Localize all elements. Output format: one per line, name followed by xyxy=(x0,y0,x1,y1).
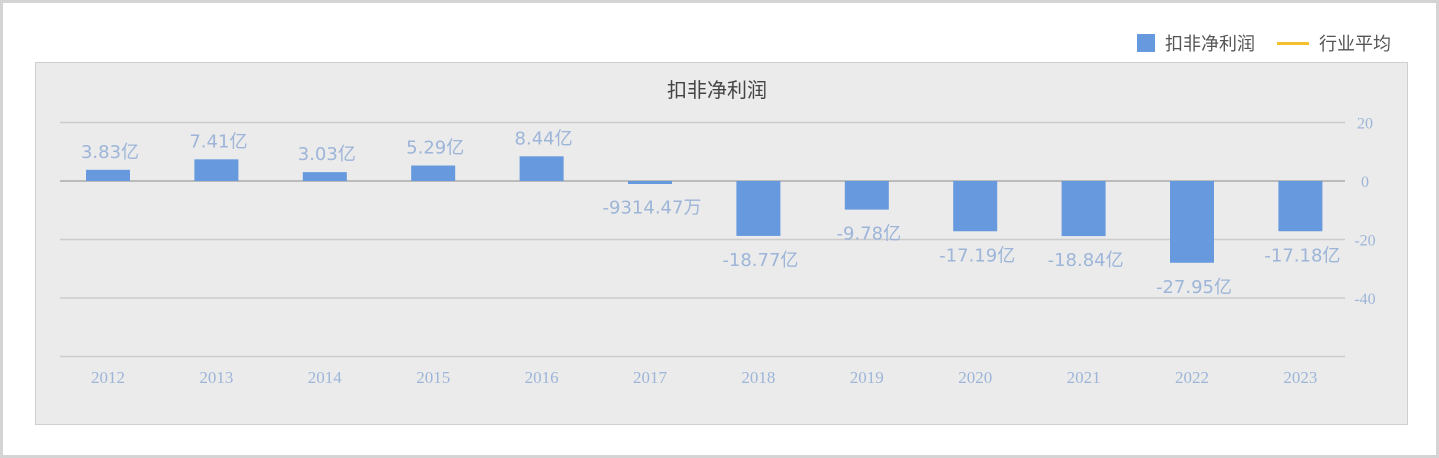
x-tick-label: 2022 xyxy=(1175,368,1209,387)
data-label: -18.77亿 xyxy=(722,250,798,271)
x-tick-label: 2020 xyxy=(958,368,992,387)
y-tick-label: -40 xyxy=(1354,291,1375,308)
x-tick-label: 2017 xyxy=(633,368,668,387)
bar xyxy=(1170,181,1214,263)
bar xyxy=(86,169,130,181)
data-label: -9314.47万 xyxy=(603,198,702,219)
legend-average-swatch xyxy=(1277,41,1309,45)
data-label: -17.18亿 xyxy=(1264,245,1340,266)
x-tick-label: 2012 xyxy=(91,368,125,387)
bar xyxy=(519,156,564,181)
x-tick-label: 2015 xyxy=(416,368,450,387)
y-tick-label: 20 xyxy=(1357,116,1373,133)
x-tick-label: 2023 xyxy=(1283,368,1317,387)
bar xyxy=(411,165,456,181)
y-tick-label: -20 xyxy=(1354,233,1375,250)
bar xyxy=(844,181,889,210)
x-tick-label: 2014 xyxy=(308,368,343,387)
bar xyxy=(1061,181,1106,237)
legend-series-label: 扣非净利润 xyxy=(1165,34,1255,55)
bar xyxy=(953,181,998,232)
bar xyxy=(194,159,239,181)
bar xyxy=(1278,181,1323,232)
legend-average-label: 行业平均 xyxy=(1319,34,1391,55)
x-tick-label: 2021 xyxy=(1067,368,1101,387)
data-label: 5.29亿 xyxy=(406,138,464,159)
data-label: 3.03亿 xyxy=(298,144,356,165)
data-label: 3.83亿 xyxy=(81,142,139,163)
data-label: -17.19亿 xyxy=(939,245,1015,266)
bar xyxy=(302,172,347,181)
data-label: -27.95亿 xyxy=(1156,277,1232,298)
x-tick-label: 2013 xyxy=(199,368,233,387)
legend: 扣非净利润 行业平均 xyxy=(1137,30,1391,56)
data-label: 8.44亿 xyxy=(515,128,573,149)
x-tick-label: 2016 xyxy=(525,368,559,387)
y-tick-label: 0 xyxy=(1361,174,1369,191)
bar xyxy=(736,181,781,236)
bar xyxy=(628,181,672,184)
data-label: -18.84亿 xyxy=(1048,250,1124,271)
chart-title: 扣非净利润 xyxy=(667,78,767,102)
data-label: -9.78亿 xyxy=(837,224,902,245)
legend-bar-swatch xyxy=(1137,34,1155,52)
data-label: 7.41亿 xyxy=(189,131,247,152)
x-tick-label: 2018 xyxy=(741,368,775,387)
x-tick-label: 2019 xyxy=(850,368,884,387)
